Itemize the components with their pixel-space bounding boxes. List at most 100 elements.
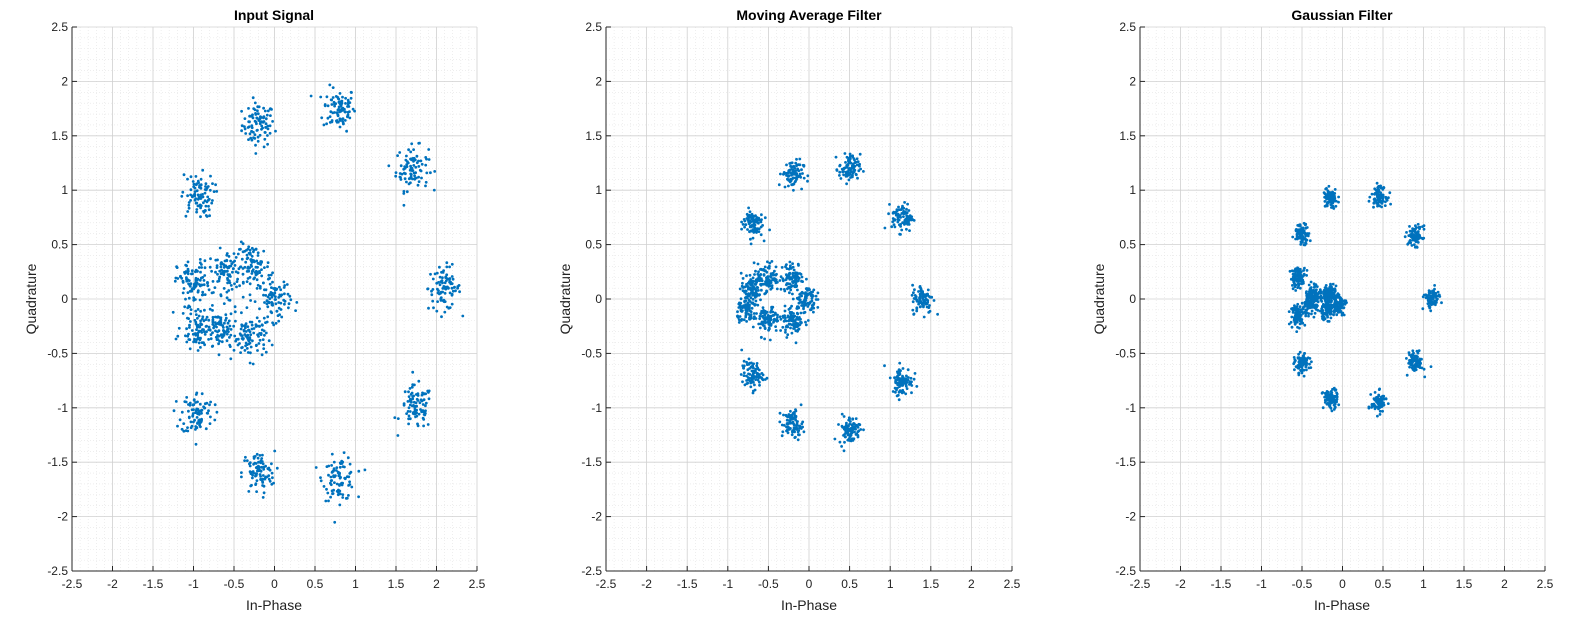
scatter-point <box>187 409 190 413</box>
scatter-point <box>188 283 192 287</box>
scatter-point <box>241 281 245 285</box>
scatter-point <box>848 152 852 156</box>
scatter-point <box>1305 362 1309 365</box>
scatter-point <box>417 165 421 168</box>
scatter-point <box>1373 391 1377 394</box>
scatter-point <box>850 164 854 168</box>
scatter-point <box>922 304 925 307</box>
scatter-point <box>1323 398 1327 402</box>
scatter-point <box>402 190 406 193</box>
scatter-point <box>226 273 230 276</box>
scatter-point <box>440 270 443 274</box>
scatter-point <box>207 204 210 208</box>
panel-moving-average-filter: Moving Average Filter In-Phase Quadratur… <box>557 7 1021 613</box>
scatter-point <box>1373 199 1377 202</box>
scatter-point <box>780 266 784 269</box>
scatter-point <box>416 183 420 187</box>
scatter-point <box>181 312 185 315</box>
scatter-point <box>763 282 767 286</box>
scatter-point <box>1336 296 1340 299</box>
scatter-point <box>755 219 759 223</box>
scatter-point <box>798 301 802 304</box>
scatter-point <box>194 313 198 316</box>
scatter-point <box>214 315 217 319</box>
scatter-point <box>225 290 229 294</box>
scatter-point <box>1369 393 1373 396</box>
scatter-point <box>187 206 191 210</box>
scatter-point <box>261 474 265 477</box>
scatter-point <box>1333 406 1337 409</box>
scatter-point <box>747 372 750 376</box>
scatter-point <box>1301 312 1305 315</box>
scatter-point <box>344 497 348 500</box>
scatter-point <box>854 427 857 431</box>
scatter-point <box>254 265 258 269</box>
scatter-point <box>228 324 232 328</box>
scatter-point <box>1325 312 1329 316</box>
scatter-point <box>757 322 761 326</box>
scatter-point <box>224 319 227 322</box>
scatter-point <box>1424 293 1428 297</box>
y-axis-label: Quadrature <box>557 263 573 334</box>
scatter-point <box>246 325 250 328</box>
scatter-point <box>793 280 797 284</box>
scatter-point <box>906 202 909 206</box>
scatter-point <box>238 332 242 336</box>
scatter-point <box>1415 358 1419 362</box>
scatter-point <box>194 428 197 431</box>
scatter-point <box>412 171 416 175</box>
scatter-point <box>192 403 196 406</box>
scatter-point <box>906 368 910 372</box>
scatter-point <box>776 313 779 317</box>
scatter-point <box>1329 310 1333 314</box>
scatter-point <box>319 476 322 479</box>
scatter-point <box>785 336 789 339</box>
x-tick-label: -2.5 <box>62 577 83 591</box>
scatter-point <box>247 328 251 332</box>
scatter-point <box>433 272 437 276</box>
panel-gaussian-filter: Gaussian Filter In-Phase Quadrature -2.5… <box>1091 7 1554 613</box>
scatter-point <box>786 177 789 181</box>
scatter-point <box>244 322 248 326</box>
scatter-point <box>786 171 789 175</box>
scatter-point <box>203 199 207 203</box>
scatter-point <box>440 279 444 282</box>
scatter-point <box>204 214 208 217</box>
scatter-point <box>806 301 810 305</box>
scatter-point <box>188 326 191 329</box>
scatter-point <box>1422 236 1426 240</box>
scatter-point <box>1306 305 1310 309</box>
scatter-point <box>811 303 815 307</box>
scatter-point <box>201 195 205 199</box>
scatter-point <box>187 203 191 207</box>
scatter-point <box>1314 308 1318 311</box>
scatter-point <box>739 271 743 275</box>
scatter-point <box>252 462 256 466</box>
scatter-point <box>215 325 218 329</box>
scatter-point <box>186 429 190 433</box>
scatter-point <box>745 274 748 278</box>
scatter-point <box>896 393 900 397</box>
scatter-point <box>279 301 283 305</box>
scatter-point <box>1321 406 1325 410</box>
scatter-point <box>1331 191 1334 194</box>
scatter-point <box>773 311 777 315</box>
scatter-point <box>249 351 252 355</box>
scatter-point <box>908 214 912 218</box>
scatter-point <box>790 304 793 308</box>
scatter-point <box>239 265 243 269</box>
scatter-point <box>1373 398 1377 402</box>
scatter-point <box>442 269 445 272</box>
scatter-point <box>784 316 787 320</box>
x-tick-label: -2.5 <box>596 577 617 591</box>
scatter-point <box>268 468 272 472</box>
panel-input-signal: Input Signal In-Phase Quadrature -2.5 -2-… <box>23 7 486 613</box>
scatter-point <box>247 125 251 129</box>
scatter-point <box>419 398 423 402</box>
scatter-point <box>202 283 206 287</box>
x-tick-label: 2.5 <box>469 577 486 591</box>
scatter-point <box>1299 308 1303 312</box>
scatter-point <box>185 279 189 283</box>
scatter-point <box>268 293 271 297</box>
scatter-point <box>1326 298 1330 302</box>
